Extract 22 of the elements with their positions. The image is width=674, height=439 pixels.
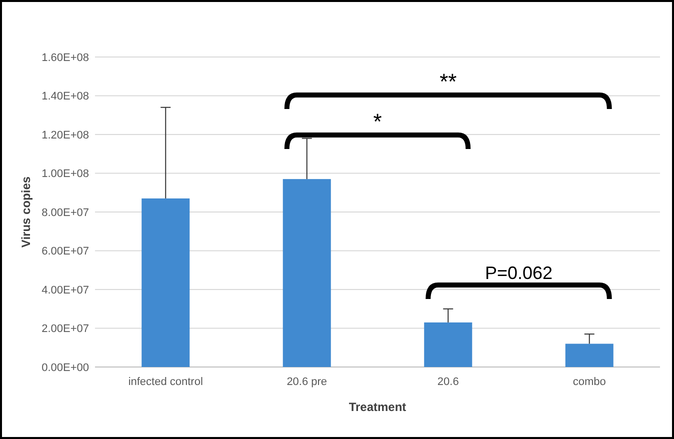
bar: [565, 344, 614, 367]
x-tick-label: 20.6: [437, 376, 459, 388]
y-tick-label: 1.60E+08: [42, 52, 89, 64]
y-axis-title: Virus copies: [19, 176, 33, 248]
y-tick-label: 1.40E+08: [42, 90, 89, 103]
y-tick-label: 0.00E+00: [42, 362, 89, 374]
y-tick-label: 8.00E+07: [42, 206, 89, 219]
y-tick-label: 1.20E+08: [42, 129, 89, 142]
x-axis-title: Treatment: [348, 400, 406, 414]
y-tick-label: 2.00E+07: [42, 323, 89, 336]
x-tick-label: 20.6 pre: [286, 376, 328, 388]
y-tick-label: 4.00E+07: [42, 284, 89, 296]
bar: [142, 198, 190, 367]
bar: [282, 179, 331, 367]
annotation: *: [373, 109, 382, 134]
y-tick-label: 1.00E+08: [42, 168, 89, 180]
y-tick-label: 6.00E+07: [42, 246, 89, 258]
x-tick-label: infected control: [128, 376, 203, 388]
annotation: **: [440, 69, 458, 94]
x-tick-label: combo: [572, 376, 606, 388]
annotation: P=0.062: [484, 263, 553, 283]
bar: [424, 322, 472, 367]
